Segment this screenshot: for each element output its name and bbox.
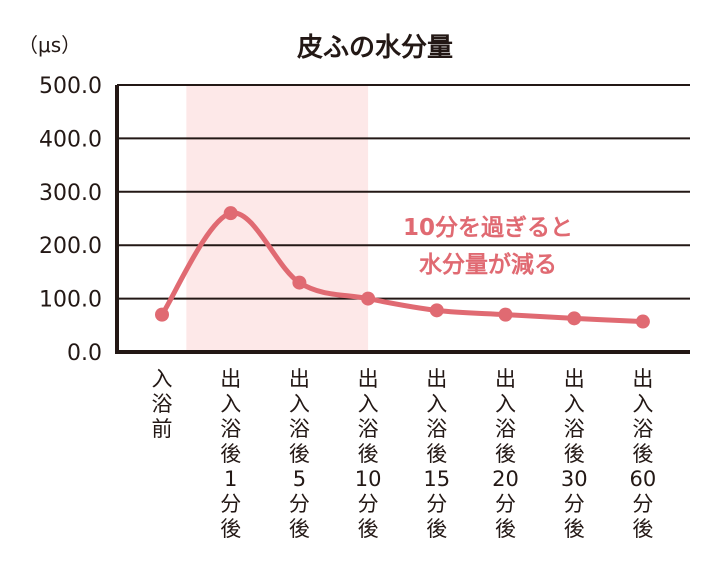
x-tick-label: 出入浴後 20 分後 — [492, 367, 519, 541]
y-axis-unit: （μs） — [18, 33, 81, 57]
y-tick-label: 100.0 — [39, 288, 102, 313]
y-tick-label: 0.0 — [67, 341, 102, 366]
chart-title: 皮ふの水分量 — [297, 33, 453, 63]
x-tick-label: 出入浴後 15 分後 — [423, 367, 450, 541]
data-point — [292, 275, 307, 290]
x-tick-label: 出入浴後 5 分後 — [289, 367, 310, 541]
data-point — [155, 307, 169, 322]
data-point — [635, 314, 650, 329]
data-point — [223, 206, 238, 221]
y-tick-label: 200.0 — [39, 234, 102, 259]
highlight-band — [186, 85, 369, 352]
data-point — [498, 307, 513, 322]
data-point — [429, 303, 444, 318]
data-point — [567, 311, 582, 326]
x-tick-label: 入浴前 — [152, 367, 173, 441]
data-point — [361, 291, 376, 306]
annotation-line-1: 10分を過ぎると — [403, 214, 573, 241]
x-tick-label: 出入浴後 60 分後 — [630, 367, 657, 541]
y-tick-label: 300.0 — [39, 181, 102, 206]
x-tick-label: 出入浴後 30 分後 — [561, 367, 588, 541]
x-tick-label: 出入浴後 1 分後 — [220, 367, 241, 541]
y-tick-label: 500.0 — [39, 74, 102, 99]
y-tick-label: 400.0 — [39, 127, 102, 152]
annotation-line-2: 水分量が減る — [419, 251, 557, 278]
x-tick-label: 出入浴後 10 分後 — [355, 367, 382, 541]
